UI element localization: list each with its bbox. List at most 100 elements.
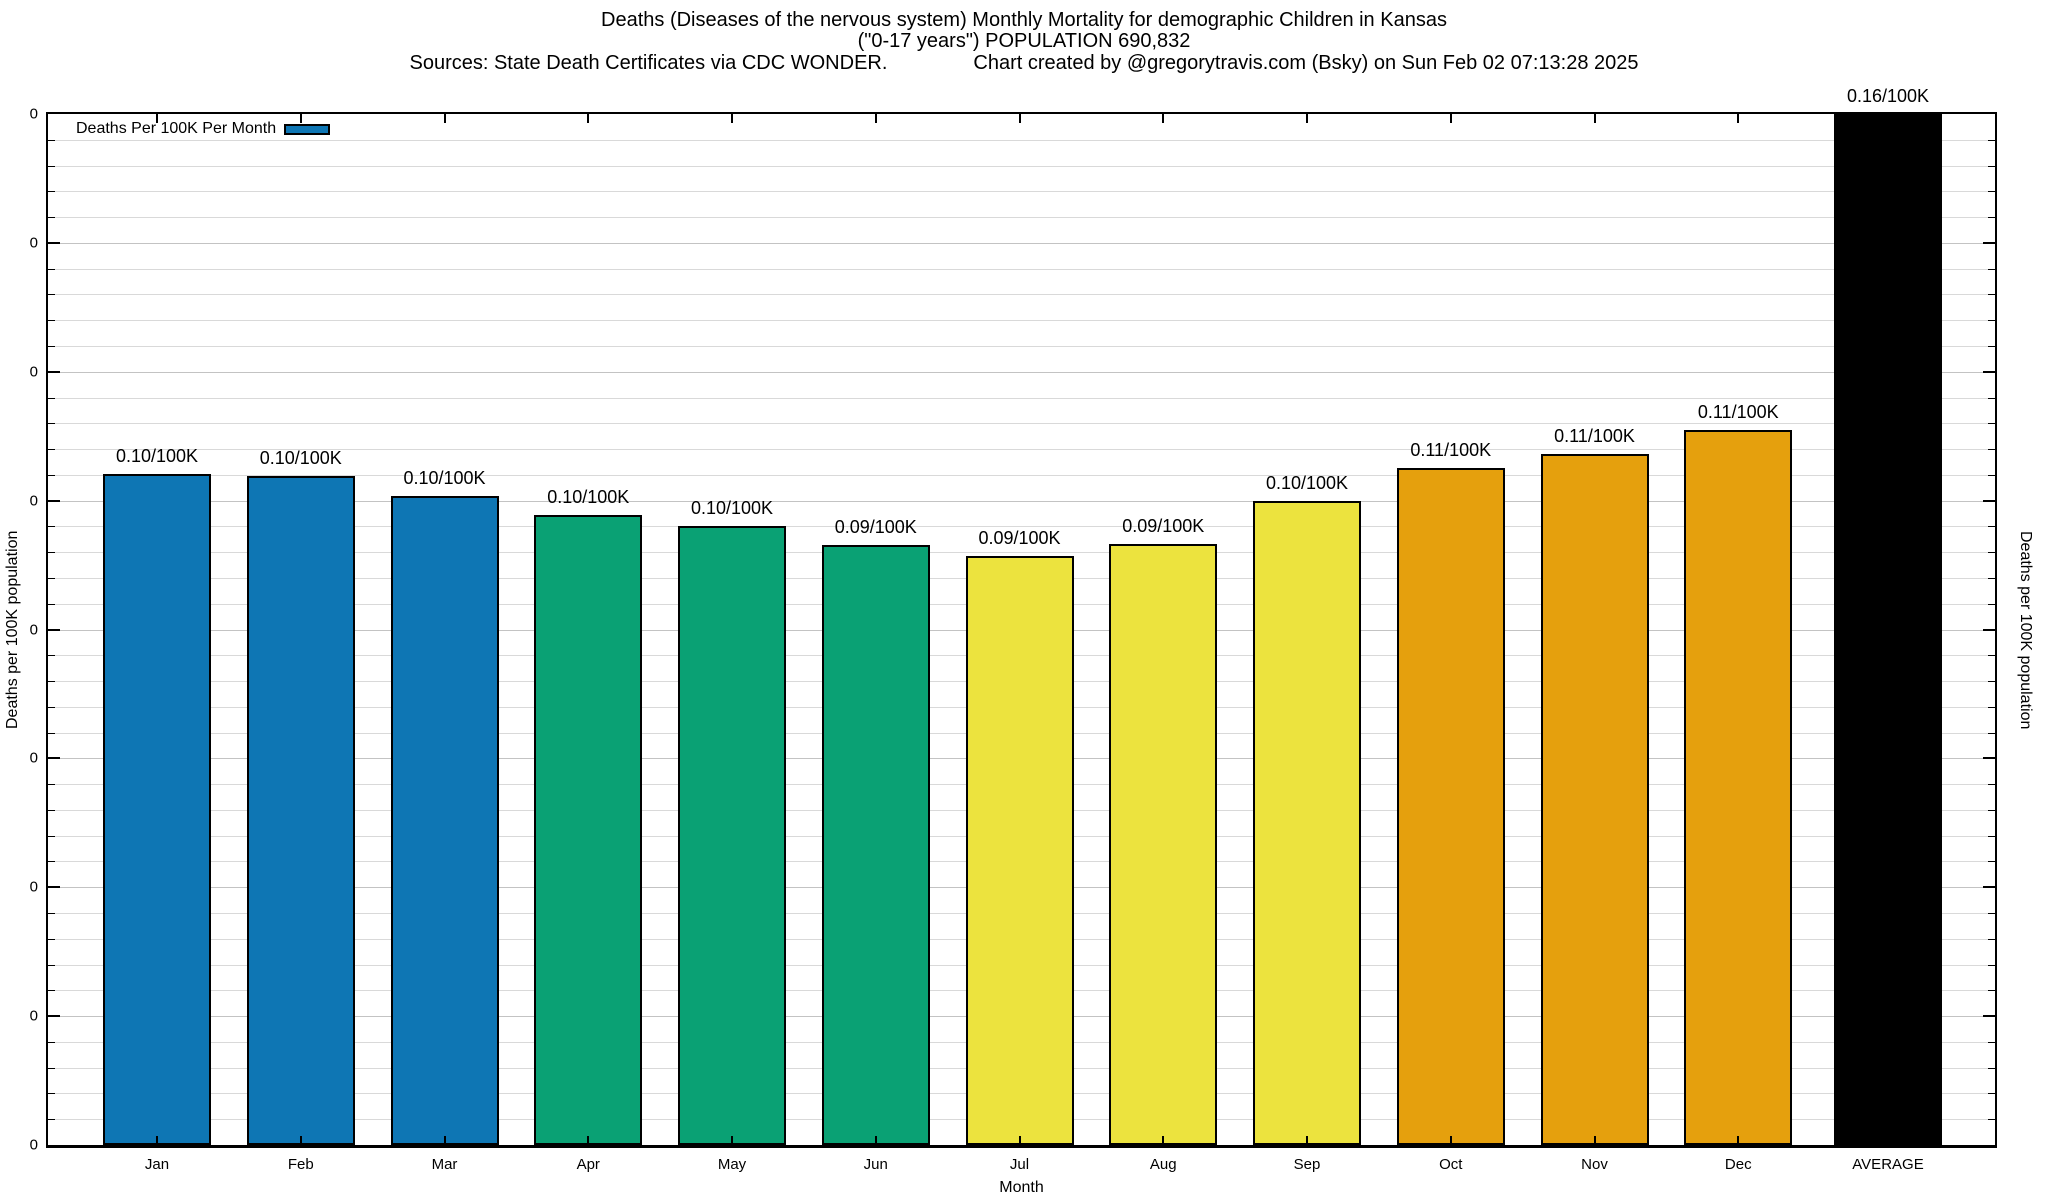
bar-average [1834,114,1942,1145]
y-tick-mark [48,1042,55,1043]
y-tick-mark [1988,346,1995,347]
y-tick-mark [1988,140,1995,141]
y-tick-mark [48,269,55,270]
y-tick-label: 0 [29,105,38,123]
y-tick-label: 0 [29,621,38,638]
x-tick-mark [1306,1136,1308,1145]
x-tick-mark [1593,1136,1596,1145]
y-tick-mark [1988,269,1995,270]
bar-value-label: 0.10/100K [115,446,199,466]
y-tick-mark [1988,707,1995,708]
x-tick-label-jun: Jun [863,1156,888,1173]
x-tick-mark [299,1136,302,1145]
bar-jan [103,474,211,1145]
legend-label: Deaths Per 100K Per Month [76,120,277,137]
y-tick-mark [1988,733,1995,734]
y-tick-mark [48,1093,55,1094]
minor-gridline [48,346,1995,347]
x-tick-mark [1018,114,1021,123]
y-tick-mark [48,655,55,656]
credit-text: Chart created by @gregorytravis.com (Bsk… [973,52,1639,74]
y-tick-mark [48,681,55,682]
y-tick-mark [1988,990,1995,991]
y-tick-mark [1988,784,1995,785]
x-tick-mark [1887,1136,1889,1145]
bar-feb [247,476,355,1145]
major-gridline [48,372,1995,373]
bar-value-label: 0.16/100K [1846,86,1930,106]
bar-jun [822,545,930,1145]
y-tick-mark [48,217,55,218]
y-tick-mark [1988,810,1995,811]
y-tick-label: 0 [29,234,38,252]
y-tick-mark [48,886,60,888]
y-tick-mark [1988,861,1995,862]
x-tick-label-oct: Oct [1439,1156,1463,1173]
bar-value-label: 0.10/100K [403,468,486,488]
x-tick-mark [587,114,590,123]
y-tick-mark [1983,629,1995,631]
minor-gridline [48,423,1995,424]
y-tick-mark [48,398,55,399]
bar-apr [534,515,642,1145]
y-tick-mark [48,346,55,347]
x-tick-label-jan: Jan [144,1156,170,1173]
y-tick-mark [1988,423,1995,424]
y-tick-mark [48,836,55,837]
x-tick-mark [1737,1136,1740,1145]
bar-jul [966,556,1074,1145]
x-tick-label-dec: Dec [1724,1156,1752,1173]
x-tick-label-may: May [717,1156,747,1173]
y-tick-mark [1988,166,1995,167]
x-tick-mark [587,1136,590,1145]
y-tick-mark [48,861,55,862]
y-tick-label: 0 [29,1007,38,1025]
y-tick-mark [1983,1015,1995,1017]
y-tick-mark [48,1119,55,1120]
x-tick-mark [443,114,446,123]
x-tick-mark [299,114,302,123]
minor-gridline [48,449,1995,450]
y-tick-mark [48,757,60,759]
y-tick-mark [48,990,55,991]
y-tick-mark [1988,294,1995,295]
y-tick-mark [1988,552,1995,553]
chart-title-line1: Deaths (Diseases of the nervous system) … [601,9,1447,31]
x-tick-mark [1887,114,1889,123]
bar-value-label: 0.11/100K [1410,440,1492,460]
x-tick-mark [731,114,733,123]
y-tick-label: 0 [29,749,38,767]
x-tick-mark [1018,1136,1021,1145]
x-tick-mark [1593,114,1596,123]
y-tick-mark [48,965,55,966]
y-tick-mark [48,810,55,811]
minor-gridline [48,552,1995,553]
plot-area: 0.10/100K 0.10/100K 0.10/100K 0.10/100K 0.10… [46,86,1997,1148]
y-tick-mark [1988,449,1995,450]
major-gridline [48,243,1995,244]
bar-mar [391,496,499,1145]
y-tick-mark [1988,578,1995,579]
x-tick-label-mar: Mar [431,1156,458,1173]
y-tick-mark [48,371,60,373]
bar-value-label: 0.11/100K [1697,402,1779,422]
y-tick-mark [48,1015,60,1017]
x-axis-title: Month [999,1179,1044,1196]
y-axis-title-left: Deaths per 100K population [4,530,21,730]
x-tick-label-apr: Apr [576,1156,600,1173]
bar-value-label: 0.09/100K [834,517,917,537]
sources-text: Sources: State Death Certificates via CD… [409,52,888,74]
y-tick-mark [1988,1119,1995,1120]
y-tick-mark [48,526,55,527]
y-tick-mark [48,294,55,295]
x-tick-mark [874,1136,877,1145]
bar-value-label: 0.10/100K [690,498,774,518]
y-axis-title-right: Deaths per 100K population [2017,530,2034,730]
legend-swatch [284,123,331,135]
y-tick-mark [48,578,55,579]
minor-gridline [48,475,1995,476]
y-tick-mark [1988,965,1995,966]
bar-aug [1109,544,1217,1145]
x-tick-mark [443,1136,446,1145]
